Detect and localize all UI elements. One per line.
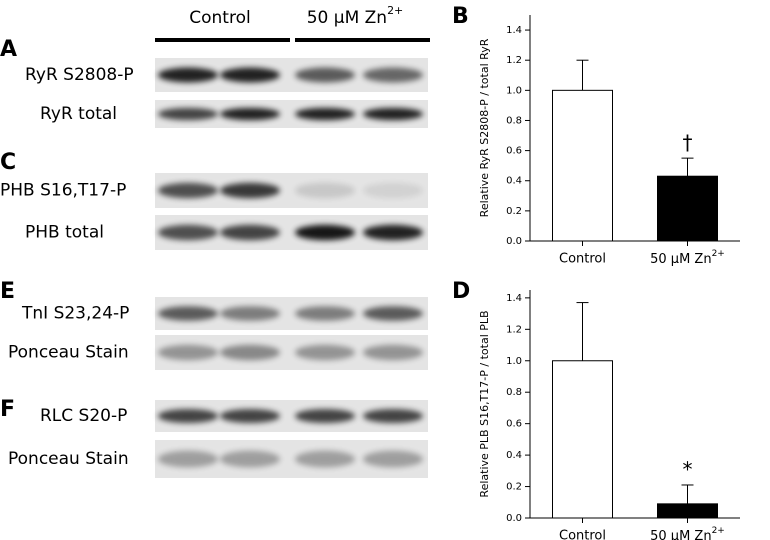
blot-label: PHB total: [25, 223, 104, 243]
band: [158, 450, 218, 468]
x-tick-label: 50 μM Zn2+: [650, 249, 725, 267]
band: [295, 450, 355, 468]
band: [220, 107, 280, 121]
y-tick-label: 1.2: [506, 55, 522, 66]
panel-label: F: [0, 397, 15, 422]
bar: [552, 89, 613, 242]
band: [220, 67, 280, 83]
band: [220, 182, 280, 199]
blot-label: RLC S20-P: [40, 406, 127, 426]
band: [220, 344, 280, 361]
x-tick-label: Control: [559, 252, 606, 267]
charts: B Relative RyR S2808-P / total RyR 0.0 0.2 0…: [452, 4, 740, 540]
band: [295, 67, 355, 83]
band: [158, 408, 218, 424]
blot-label: RyR S2808-P: [25, 65, 134, 85]
band: [295, 306, 355, 321]
bar: [657, 503, 718, 519]
panel-label: A: [0, 37, 17, 62]
annotation: †: [683, 131, 693, 155]
band: [363, 450, 423, 468]
band: [220, 306, 280, 321]
blot-label: TnI S23,24-P: [21, 304, 129, 324]
band: [363, 224, 423, 241]
y-axis-label: Relative PLB S16,T17-P / total PLB: [478, 310, 491, 497]
header-zinc: 50 μM Zn2+: [307, 4, 404, 28]
y-tick-label: 0.2: [506, 206, 522, 217]
band: [363, 107, 423, 121]
y-tick-label: 0.8: [506, 115, 522, 126]
blot-label: PHB S16,T17-P: [0, 181, 126, 201]
panel-label: B: [452, 4, 469, 29]
band: [158, 224, 218, 241]
blots: A RyR S2808-P RyR total C PHB S16,T17-P PHB t…: [0, 37, 428, 478]
y-tick-label: 0.0: [506, 236, 522, 247]
x-tick-label: 50 μM Zn2+: [650, 526, 725, 540]
y-tick-label: 0.4: [506, 450, 522, 461]
y-axis-label: Relative RyR S2808-P / total RyR: [478, 38, 491, 217]
band: [295, 107, 355, 121]
y-tick-label: 1.0: [506, 85, 522, 96]
band: [220, 450, 280, 468]
band: [220, 224, 280, 241]
band: [158, 182, 218, 199]
band: [295, 182, 355, 199]
band: [363, 306, 423, 321]
bar: [657, 175, 718, 242]
band: [363, 408, 423, 424]
x-tick-label: Control: [559, 529, 606, 540]
band: [158, 107, 218, 121]
x-tick-sup: 2+: [712, 526, 725, 536]
band: [295, 344, 355, 361]
blot-label: Ponceau Stain: [8, 449, 129, 469]
panel-label: D: [452, 279, 470, 304]
y-tick-label: 0.0: [506, 513, 522, 524]
y-tick-label: 0.4: [506, 176, 522, 187]
x-tick-text: 50 μM Zn: [650, 529, 711, 540]
x-tick-sup: 2+: [712, 249, 725, 259]
x-tick-text: 50 μM Zn: [650, 252, 711, 267]
band: [363, 67, 423, 83]
bar: [552, 360, 613, 519]
blot-label: RyR total: [40, 104, 117, 124]
band: [295, 224, 355, 241]
panel-label: C: [0, 150, 16, 175]
y-tick-label: 1.2: [506, 324, 522, 335]
band: [158, 306, 218, 321]
y-tick-label: 1.4: [506, 25, 522, 36]
group-bar: [295, 38, 430, 42]
annotation: *: [683, 457, 693, 481]
band: [363, 344, 423, 361]
blot-label: Ponceau Stain: [8, 343, 129, 363]
band: [158, 344, 218, 361]
y-tick-label: 0.6: [506, 419, 522, 430]
y-tick-label: 1.4: [506, 293, 522, 304]
band: [363, 182, 423, 199]
y-tick-label: 0.2: [506, 482, 522, 493]
band: [158, 67, 218, 83]
group-bar: [155, 38, 290, 42]
y-tick-label: 0.8: [506, 387, 522, 398]
y-tick-label: 0.6: [506, 146, 522, 157]
band: [295, 408, 355, 424]
band: [220, 408, 280, 424]
y-tick-label: 1.0: [506, 356, 522, 367]
panel-label: E: [0, 279, 15, 304]
header-control: Control: [189, 8, 250, 28]
